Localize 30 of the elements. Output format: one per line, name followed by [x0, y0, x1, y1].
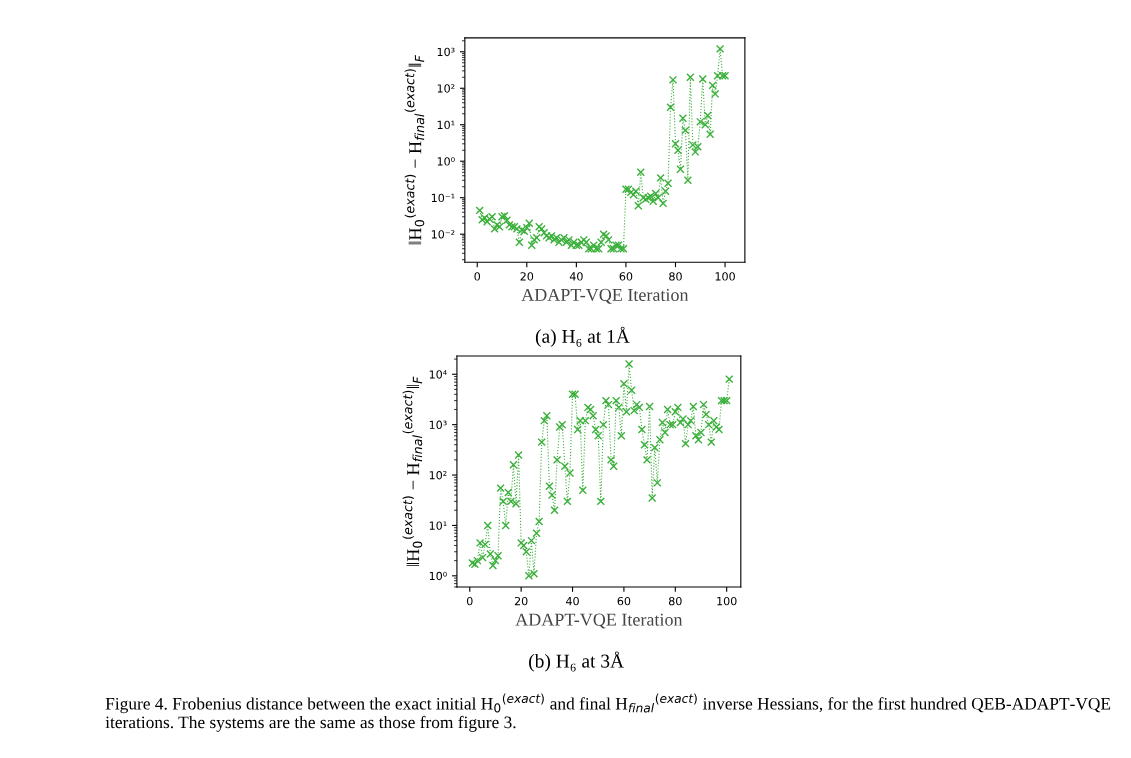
text: (a) H₆ at 1Å [535, 326, 630, 347]
y-tick-label: 10³ [429, 420, 447, 430]
x-tick-label: 0 [466, 596, 473, 606]
text: (b) H₆ at 3Å [529, 651, 624, 672]
y-axis-title: ‖H$_{0}$$^{(exact)}$ − H$_{final}$$^{(exact)}$‖$_{F}$ [404, 55, 425, 245]
y-tick-label: 10⁰ [429, 571, 447, 581]
x-tick-label: 20 [520, 272, 534, 281]
x-tick-label: 40 [566, 596, 579, 606]
x-tick-label: 0 [474, 272, 481, 281]
x-tick-label: 20 [514, 596, 528, 606]
y-tick-label: 10⁰ [437, 157, 455, 166]
y-axis-title: ‖H$_{0}$$^{(exact)}$ − H$_{final}$$^{(exact)}$‖$_{F}$ [402, 376, 423, 566]
y-tick-label: 10³ [437, 47, 455, 57]
y-tick-label: 10² [437, 84, 455, 93]
y-tick-label: 10¹ [429, 521, 447, 530]
x-tick-label: 80 [668, 596, 682, 606]
x-tick-label: 40 [569, 272, 583, 281]
x-tick-label: 60 [619, 272, 633, 281]
x-tick-label: 60 [617, 596, 631, 606]
x-axis-title: ADAPT-VQE Iteration [521, 288, 689, 304]
x-tick-label: 100 [715, 272, 735, 281]
x-tick-label: 80 [669, 272, 682, 281]
y-tick-label: 10⁻¹ [431, 193, 455, 203]
y-tick-label: 10⁻² [431, 230, 455, 239]
y-tick-label: 10⁴ [429, 370, 447, 379]
y-tick-label: 10² [429, 471, 447, 480]
y-tick-label: 10¹ [437, 120, 455, 130]
text: Figure 4. Frobenius distance between the exact initial H$_{0}$$^{(exact)}$ and final H$_{final}$$^{(exact)}$ inverse Hessians, for the first hundred QEB-ADAPT-VQE iterations. The systems are the same as those from figure 3. [105, 693, 1111, 732]
x-axis-title: ADAPT-VQE Iteration [515, 613, 683, 629]
x-tick-label: 100 [717, 596, 737, 606]
